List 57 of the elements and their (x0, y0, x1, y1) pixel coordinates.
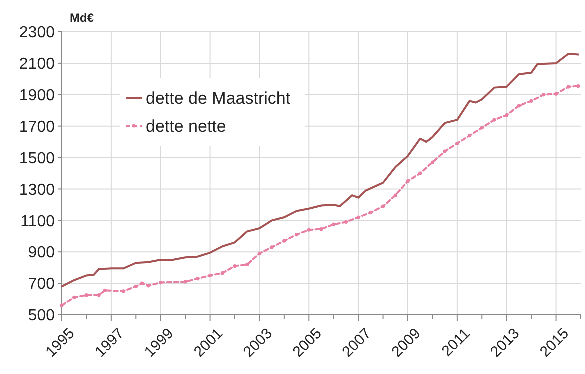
y-tick-label: 1700 (19, 118, 56, 136)
point (146, 284, 150, 288)
point (344, 220, 348, 224)
point (356, 216, 360, 220)
point (122, 290, 126, 294)
y-tick-label: 1500 (19, 150, 56, 168)
point (72, 296, 76, 300)
point (443, 150, 447, 154)
y-tick-label: 1100 (20, 213, 56, 230)
point (184, 280, 188, 284)
point (196, 277, 200, 281)
y-tick-label: 2300 (19, 24, 56, 42)
point (554, 92, 558, 96)
point (208, 274, 212, 278)
point (220, 272, 224, 276)
y-tick-label: 1900 (19, 87, 56, 104)
point (320, 228, 324, 232)
y-axis-title: Md€ (70, 11, 94, 25)
point (307, 228, 311, 232)
point (270, 246, 274, 250)
point (294, 233, 299, 237)
y-tick-label: 1300 (19, 182, 56, 199)
point (566, 85, 570, 89)
point (381, 204, 386, 208)
point (282, 239, 286, 243)
point (418, 172, 422, 176)
point (103, 288, 108, 292)
point (430, 160, 435, 164)
point (576, 84, 580, 88)
point (530, 99, 534, 103)
point (246, 262, 250, 266)
point (406, 180, 410, 184)
point (505, 114, 509, 118)
y-tick-label: 900 (28, 244, 56, 262)
point (159, 280, 163, 285)
point (394, 194, 398, 198)
point (492, 118, 496, 122)
point (517, 104, 522, 108)
point (258, 252, 262, 256)
point (480, 126, 484, 130)
point (332, 222, 336, 226)
point (84, 294, 89, 298)
point (140, 282, 144, 286)
legend-label: dette nette (146, 116, 226, 136)
y-tick-label: 2100 (19, 56, 56, 74)
point (97, 294, 101, 298)
point (456, 142, 460, 146)
y-tick-label: 500 (28, 308, 56, 325)
point (60, 304, 64, 308)
legend-label: dette de Maastricht (146, 88, 291, 108)
y-tick-label: 700 (28, 276, 56, 294)
point (542, 93, 546, 97)
point (369, 211, 373, 215)
point (233, 264, 237, 268)
line-series (61, 53, 580, 288)
point (468, 134, 472, 138)
point (134, 284, 138, 288)
